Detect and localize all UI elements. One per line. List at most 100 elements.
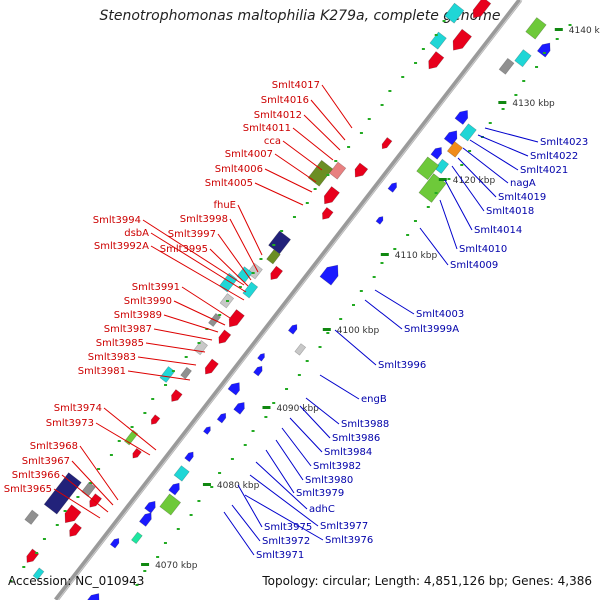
reverse-gene-1-shape xyxy=(472,0,492,19)
track-dot-right xyxy=(352,304,355,306)
kbp-tick-mark xyxy=(554,28,563,31)
track-dot-left xyxy=(347,146,351,148)
right-gene-label: Smlt3971 xyxy=(256,550,304,561)
track-dot-left xyxy=(197,342,201,344)
left-leader-line xyxy=(217,233,252,281)
forward-gene-7-shape xyxy=(443,130,458,146)
right-leader-line xyxy=(244,494,324,541)
left-leader-line xyxy=(103,407,157,451)
left-leader-line xyxy=(209,248,249,287)
track-dot-left xyxy=(55,524,59,526)
left-leader-line xyxy=(153,328,213,341)
reverse-gene-32-shape xyxy=(89,493,103,508)
left-gene-label: dsbA xyxy=(124,228,149,239)
reverse-gene-26-shape xyxy=(159,366,176,383)
forward-gene-1-shape xyxy=(525,17,547,40)
right-leader-line xyxy=(484,127,539,143)
track-dot-left xyxy=(305,202,309,204)
right-leader-line xyxy=(237,484,263,528)
left-gene-label: Smlt3992A xyxy=(94,241,149,252)
right-gene-label: Smlt3979 xyxy=(296,488,344,499)
reverse-gene-29 xyxy=(124,429,139,446)
forward-gene-12 xyxy=(418,173,447,203)
reverse-gene-24 xyxy=(204,358,219,375)
right-gene-label: Smlt3976 xyxy=(325,535,373,546)
right-leader-line xyxy=(299,405,331,439)
left-leader-line xyxy=(95,422,151,456)
left-gene-label: Smlt3991 xyxy=(132,282,180,293)
right-leader-line xyxy=(462,147,509,184)
reverse-gene-12 xyxy=(268,230,292,255)
kbp-tick-mark xyxy=(202,483,211,486)
left-gene-label: Smlt3997 xyxy=(168,229,216,240)
right-leader-line xyxy=(334,329,377,366)
right-gene-label: engB xyxy=(361,394,387,405)
right-gene-label: Smlt4009 xyxy=(450,260,498,271)
reverse-gene-2-shape xyxy=(444,2,465,24)
reverse-gene-34 xyxy=(64,504,82,524)
track-dot-right xyxy=(163,542,167,544)
left-gene-label: Smlt4016 xyxy=(261,95,309,106)
track-dot-left xyxy=(97,468,101,470)
track-dot-right xyxy=(426,206,430,208)
forward-gene-32 xyxy=(87,593,100,600)
track-dot-left xyxy=(9,580,13,582)
track-dot-right xyxy=(135,584,139,586)
reverse-gene-8 xyxy=(328,161,347,180)
track-dot-left xyxy=(380,104,384,106)
left-leader-line xyxy=(181,286,231,319)
forward-gene-13-shape xyxy=(387,182,397,193)
forward-gene-23-shape xyxy=(202,426,211,435)
right-leader-line xyxy=(249,474,319,527)
track-dot-left xyxy=(184,356,188,358)
forward-gene-11 xyxy=(416,156,440,181)
forward-gene-15-shape xyxy=(319,264,339,286)
track-dot-right xyxy=(393,248,397,250)
right-leader-line xyxy=(231,504,261,542)
forward-gene-4 xyxy=(498,57,515,75)
track-dot-right xyxy=(305,360,309,362)
track-dot-left xyxy=(414,62,418,64)
left-leader-line xyxy=(53,488,101,519)
left-gene-label: Smlt4005 xyxy=(205,178,253,189)
right-gene-label: Smlt4022 xyxy=(530,151,578,162)
left-leader-line xyxy=(264,168,313,193)
right-leader-line xyxy=(444,179,473,231)
track-dot-right xyxy=(297,374,301,376)
forward-gene-6-shape xyxy=(459,123,477,142)
forward-gene-14 xyxy=(375,216,384,225)
forward-gene-18 xyxy=(257,353,265,362)
track-dot-right xyxy=(326,332,330,334)
genome-title: Stenotrophomonas maltophilia K279a, comp… xyxy=(99,8,501,24)
forward-gene-22-shape xyxy=(216,412,227,424)
reverse-gene-28-shape xyxy=(150,414,161,425)
kbp-tick-label: 4110 kbp xyxy=(395,251,438,261)
track-dot-right xyxy=(542,52,546,54)
forward-gene-20-shape xyxy=(227,382,240,396)
left-gene-label: Smlt3985 xyxy=(96,338,144,349)
track-dot-left xyxy=(117,440,121,442)
forward-gene-26 xyxy=(168,482,180,496)
right-gene-label: Smlt4021 xyxy=(520,165,568,176)
right-leader-line xyxy=(457,157,497,198)
reverse-gene-20-shape xyxy=(228,309,245,328)
track-dot-left xyxy=(89,482,93,484)
forward-gene-19-shape xyxy=(253,365,263,377)
reverse-gene-6-shape xyxy=(381,137,393,150)
forward-gene-19 xyxy=(253,365,263,377)
reverse-gene-34-shape xyxy=(64,504,82,524)
right-gene-label: Smlt3999A xyxy=(404,324,459,335)
forward-gene-1 xyxy=(525,17,547,40)
right-leader-line xyxy=(451,165,485,212)
right-gene-label: adhC xyxy=(309,504,335,515)
track-dot-right xyxy=(447,178,451,180)
track-dot-right xyxy=(264,416,268,418)
reverse-gene-18 xyxy=(218,272,238,293)
kbp-tick-mark xyxy=(322,328,331,331)
left-leader-line xyxy=(303,114,341,151)
track-dot-right xyxy=(468,150,472,152)
left-leader-line xyxy=(321,84,353,129)
reverse-gene-38-shape xyxy=(32,567,45,580)
track-dot-left xyxy=(63,510,67,512)
